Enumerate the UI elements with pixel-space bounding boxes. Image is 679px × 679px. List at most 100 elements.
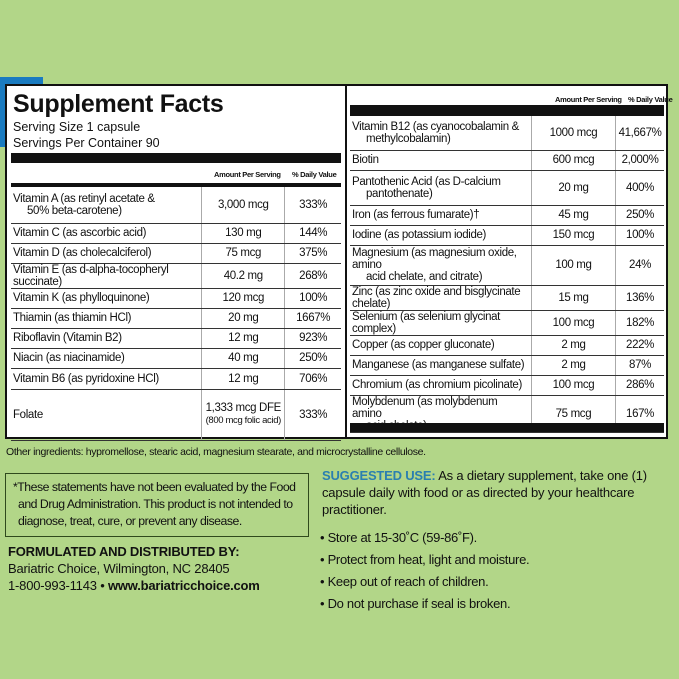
nutrient-name: Biotin [350, 150, 532, 171]
nutrient-amount: 2 mg [530, 355, 616, 376]
dv-text: 100% [299, 292, 328, 304]
amount-text: 2 mg [561, 359, 586, 371]
nutrient-row: Folate 1,333 mcg DFE (800 mcg folic acid) 3… [11, 389, 341, 441]
medium-rule [11, 183, 341, 187]
nutrient-name: Niacin (as niacinamide) [11, 348, 202, 369]
nutrient-row: Zinc (as zinc oxide and bisglycinate che… [350, 285, 664, 311]
phone-number: 1-800-993-1143 [8, 578, 97, 593]
nutrient-dv: 222% [615, 335, 664, 356]
amount-text: 100 mg [555, 259, 592, 271]
nutrient-dv: 286% [615, 375, 664, 396]
amount-text: 75 mcg [555, 407, 592, 420]
amount-note: (800 mcg folic acid) [205, 415, 282, 426]
nutrient-name: Copper (as copper gluconate) [350, 335, 532, 356]
nutrient-dv: 100% [284, 288, 341, 309]
nutrient-name-text: Vitamin K (as phylloquinone) [13, 292, 150, 304]
dv-text: 136% [626, 291, 655, 304]
dv-text: 87% [629, 359, 652, 371]
bullet-item: • Keep out of reach of children. [320, 574, 489, 589]
serving-size: Serving Size 1 capsule [13, 120, 141, 134]
nutrient-row: Copper (as copper gluconate) 2 mg 222% [350, 335, 664, 356]
nutrient-name: Vitamin E (as d-alpha-tocopheryl succina… [11, 263, 202, 289]
nutrient-amount: 130 mg [201, 223, 285, 244]
amount-text: 1000 mcg [549, 126, 598, 139]
left-nutrient-table: Vitamin A (as retinyl acetate & 50% beta-… [11, 187, 341, 441]
thick-rule [11, 153, 341, 163]
servings-per-container: Servings Per Container 90 [13, 136, 160, 150]
nutrient-row: Vitamin K (as phylloquinone) 120 mcg 100% [11, 288, 341, 309]
column-divider [345, 86, 347, 437]
nutrient-row: Chromium (as chromium picolinate) 100 mcg… [350, 375, 664, 396]
storage-bullets: • Store at 15-30˚C (59-86˚F). • Protect … [320, 530, 530, 618]
nutrient-dv: 923% [284, 328, 341, 349]
nutrient-name: Manganese (as manganese sulfate) [350, 355, 532, 376]
nutrient-amount: 150 mcg [530, 225, 616, 246]
thick-rule [350, 105, 664, 116]
nutrient-amount: 20 mg [530, 170, 616, 206]
nutrient-name: Selenium (as selenium glycinat complex) [350, 310, 532, 336]
dv-text: 706% [299, 372, 328, 385]
nutrient-dv: 250% [284, 348, 341, 369]
dv-text: 923% [299, 332, 328, 344]
nutrient-row: Vitamin A (as retinyl acetate & 50% beta-… [11, 187, 341, 224]
dv-text: 182% [626, 316, 655, 329]
fda-disclaimer: *These statements have not been evaluate… [13, 480, 296, 528]
fda-disclaimer-box: *These statements have not been evaluate… [5, 473, 309, 537]
nutrient-dv: 400% [615, 170, 664, 206]
nutrient-amount: 600 mcg [530, 150, 616, 171]
distributor-address: Bariatric Choice, Wilmington, NC 28405 [8, 561, 230, 576]
nutrient-row: Iron (as ferrous fumarate)† 45 mg 250% [350, 205, 664, 226]
nutrient-dv: 375% [284, 243, 341, 264]
dv-text: 144% [299, 227, 328, 239]
nutrient-amount: 20 mg [201, 308, 285, 329]
amount-text: 40 mg [228, 352, 259, 364]
nutrient-amount: 12 mg [201, 328, 285, 349]
nutrient-amount: 1000 mcg [530, 116, 616, 151]
dv-text: 286% [626, 379, 655, 391]
nutrient-name-text: Vitamin C (as ascorbic acid) [13, 227, 147, 239]
nutrient-name-text: Iodine (as potassium iodide) [352, 229, 487, 241]
nutrient-row: Pantothenic Acid (as D-calcium pantothena… [350, 170, 664, 206]
nutrient-name: Magnesium (as magnesium oxide, amino acid… [350, 245, 532, 286]
nutrient-name: Vitamin D (as cholecalciferol) [11, 243, 202, 264]
amount-text: 45 mg [558, 209, 589, 221]
amount-text: 100 mcg [552, 379, 595, 391]
nutrient-amount: 40 mg [201, 348, 285, 369]
header-amount: Amount Per Serving [555, 95, 622, 104]
dv-text: 41,667% [618, 126, 662, 139]
suggested-use-label: SUGGESTED USE: [322, 468, 436, 483]
nutrient-name-text: Copper (as copper gluconate) [352, 339, 495, 351]
nutrient-name-text: Thiamin (as thiamin HCl) [13, 312, 132, 324]
dv-text: 250% [299, 352, 328, 364]
nutrient-name-text: Magnesium (as magnesium oxide, amino [352, 247, 517, 271]
nutrient-row: Magnesium (as magnesium oxide, amino acid… [350, 245, 664, 286]
nutrient-amount: 15 mg [530, 285, 616, 311]
nutrient-row: Vitamin B6 (as pyridoxine HCl) 12 mg 706% [11, 368, 341, 390]
nutrient-row: Riboflavin (Vitamin B2) 12 mg 923% [11, 328, 341, 349]
bullet-item: • Do not purchase if seal is broken. [320, 596, 511, 611]
right-nutrient-table: Vitamin B12 (as cyanocobalamin & methylco… [350, 116, 664, 433]
nutrient-amount: 12 mg [201, 368, 285, 390]
nutrient-amount: 45 mg [530, 205, 616, 226]
amount-text: 20 mg [558, 181, 589, 194]
nutrient-name-text: Pantothenic Acid (as D-calcium [352, 175, 501, 188]
nutrient-row: Thiamin (as thiamin HCl) 20 mg 1667% [11, 308, 341, 329]
nutrient-name: Zinc (as zinc oxide and bisglycinate che… [350, 285, 532, 311]
amount-text: 3,000 mcg [217, 198, 269, 211]
amount-text: 40.2 mg [223, 269, 263, 282]
amount-text: 100 mcg [552, 316, 595, 329]
nutrient-name-cont: methylcobalamin) [366, 132, 451, 145]
nutrient-row: Vitamin B12 (as cyanocobalamin & methylco… [350, 116, 664, 151]
nutrient-name-text: Vitamin B12 (as cyanocobalamin & [352, 120, 519, 133]
nutrient-dv: 144% [284, 223, 341, 244]
dv-text: 268% [299, 269, 328, 282]
bullet-item: • Protect from heat, light and moisture. [320, 552, 530, 567]
dv-text: 24% [629, 259, 652, 271]
nutrient-name: Iodine (as potassium iodide) [350, 225, 532, 246]
nutrient-dv: 250% [615, 205, 664, 226]
website-link[interactable]: www.bariatricchoice.com [107, 578, 260, 593]
nutrient-name: Vitamin K (as phylloquinone) [11, 288, 202, 309]
amount-text: 120 mcg [222, 292, 265, 304]
bullet-item: • Store at 15-30˚C (59-86˚F). [320, 530, 477, 545]
bottom-rule [350, 423, 664, 432]
